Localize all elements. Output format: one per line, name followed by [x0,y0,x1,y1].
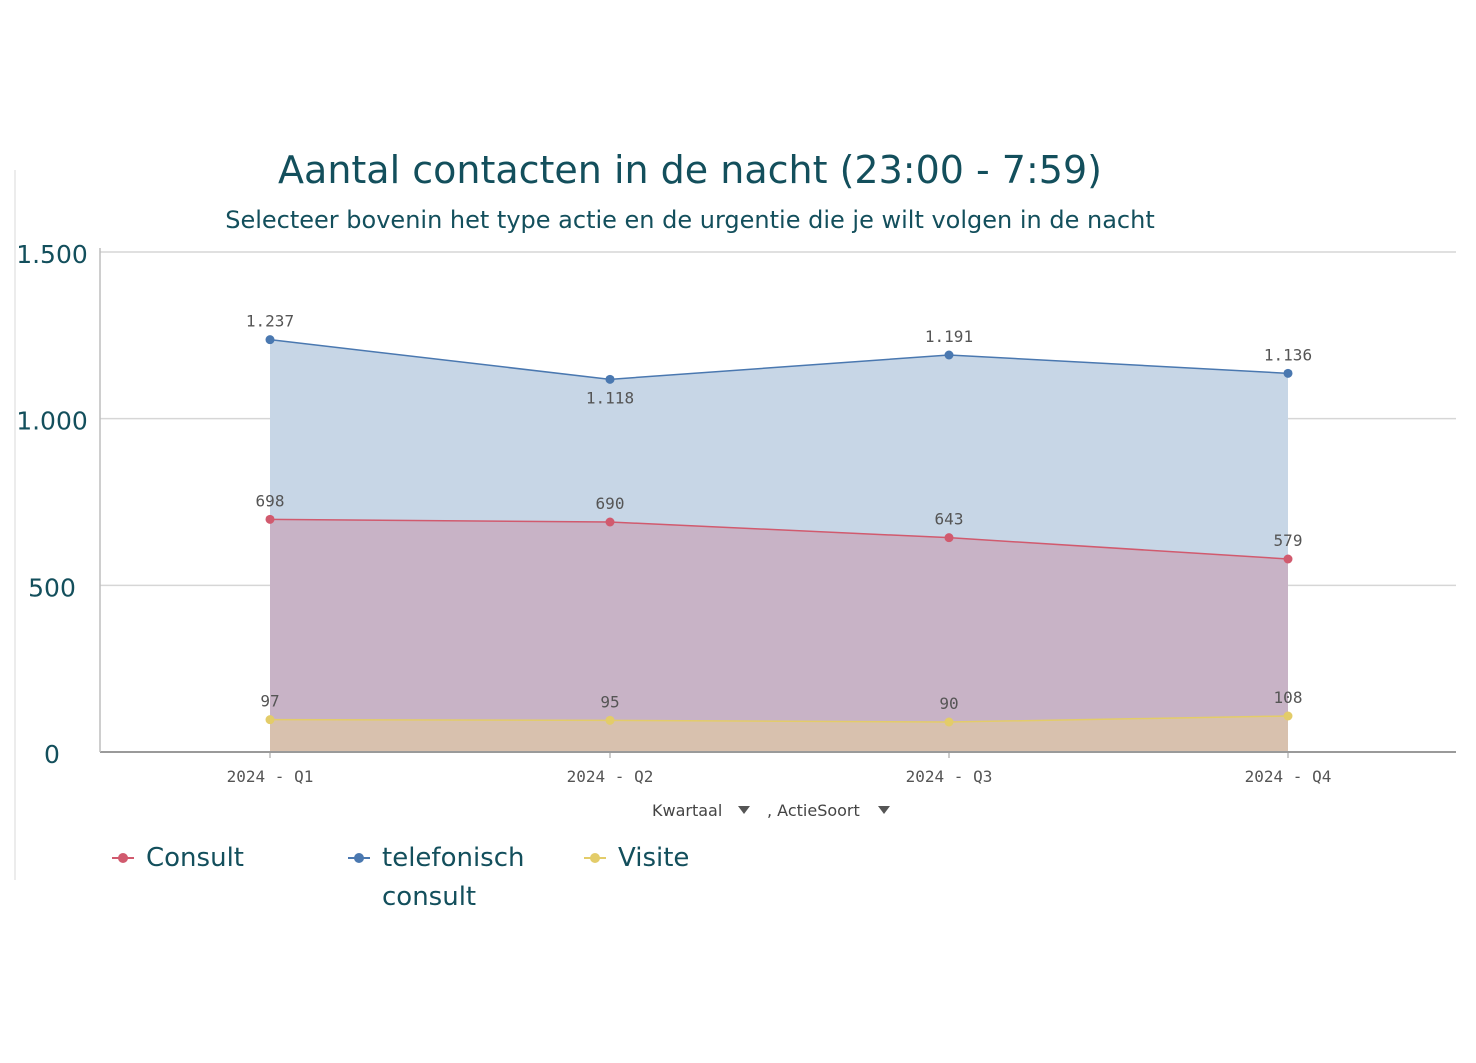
data-label: 690 [596,494,625,513]
data-point [944,350,954,360]
data-point [944,533,954,543]
data-label: 1.191 [925,327,973,346]
data-point [1283,554,1293,564]
data-label: 1.118 [586,388,634,407]
data-label: 579 [1274,531,1303,550]
legend-dot [590,853,600,863]
data-point [944,717,954,727]
y-tick-label: 500 [28,573,76,602]
data-label: 97 [260,692,279,711]
data-label: 95 [600,692,619,711]
legend-item-consult[interactable]: Consult [108,843,244,878]
series-line [269,715,1289,723]
x-tick-label: 2024 - Q4 [1245,767,1332,786]
y-tick-label: 1.000 [16,407,88,436]
data-point [605,715,615,725]
y-tick-label: 0 [44,740,60,769]
dimension-label: , ActieSoort [767,801,860,820]
data-label: 90 [939,694,958,713]
area-visite [270,716,1288,752]
data-point [265,335,275,345]
legend-label: telefonisch consult [382,843,525,912]
legend-label: Consult [146,843,244,873]
series-line [269,338,1289,381]
chevron-down-icon [878,806,890,814]
series-line [269,518,1289,560]
chevron-down-icon [738,806,750,814]
legend-marker-consult [108,843,140,873]
chart-title: Aantal contacten in de nacht (23:00 - 7:… [278,148,1102,192]
x-tick-label: 2024 - Q2 [567,767,654,786]
data-label: 1.136 [1264,345,1312,364]
data-label: 108 [1274,688,1303,707]
area-consult [270,519,1288,752]
data-label: 698 [256,491,285,510]
y-tick-label: 1.500 [16,240,88,269]
data-label: 1.237 [246,312,294,331]
legend-item-visite[interactable]: Visite [580,843,689,878]
legend-marker-telefonisch-consult [344,843,376,873]
legend-dot [354,853,364,863]
legend-item-telefonisch-consult[interactable]: telefonisch consult [344,843,552,917]
dimension-label: Kwartaal [652,801,722,820]
data-point [265,514,275,524]
chart-subtitle: Selecteer bovenin het type actie en de u… [225,206,1155,234]
legend-label: Visite [618,843,690,873]
legend-marker-visite [580,843,612,873]
x-tick-label: 2024 - Q1 [227,767,314,786]
data-point [1283,711,1293,721]
legend-dot [118,853,128,863]
data-point [605,374,615,384]
x-tick-label: 2024 - Q3 [906,767,993,786]
data-point [605,517,615,527]
data-label: 643 [935,510,964,529]
data-point [1283,368,1293,378]
data-point [265,715,275,725]
